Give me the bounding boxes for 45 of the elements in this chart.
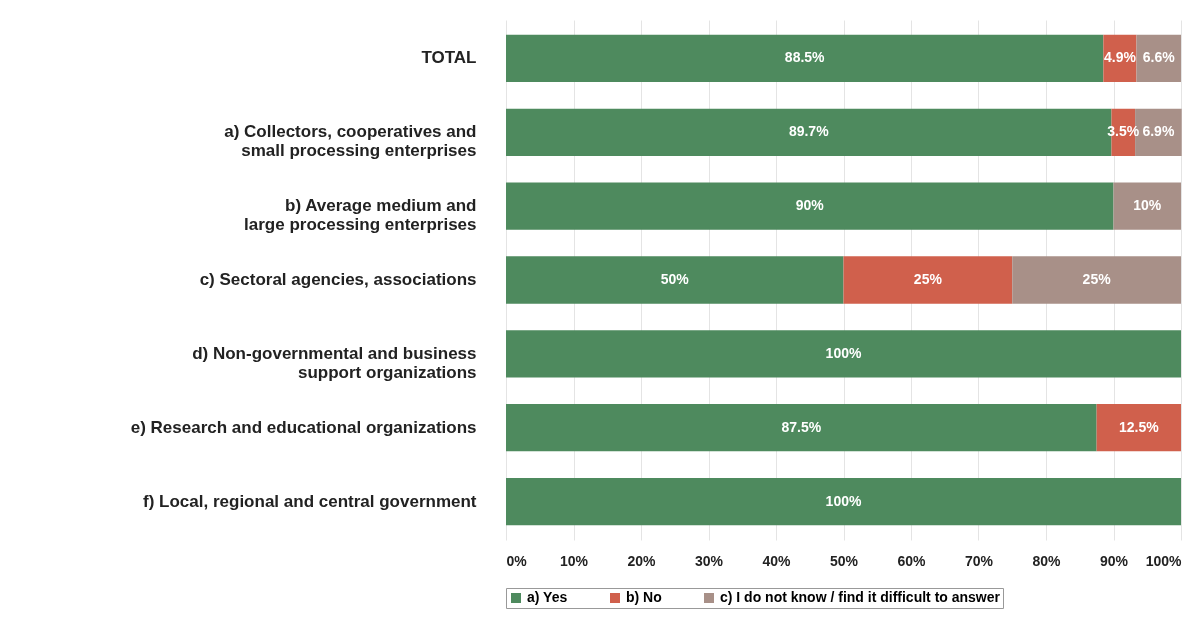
bar	[506, 404, 1097, 452]
y-tick-label: e) Research and educational organizations	[130, 417, 477, 437]
data-label: 4.9%	[1103, 49, 1137, 66]
data-label: 25%	[913, 271, 943, 287]
x-tick-label: 20%	[627, 552, 657, 569]
x-tick-label: 0%	[506, 552, 528, 569]
y-tick-label: a) Collectors, cooperatives and small processing enterprises	[224, 122, 477, 161]
bar	[506, 34, 1104, 83]
x-tick-label: 40%	[762, 552, 792, 569]
x-tick-label: 10%	[559, 552, 589, 569]
x-tick-label: 100%	[1145, 552, 1183, 569]
bar	[1012, 256, 1181, 304]
data-label: 25%	[1082, 271, 1112, 287]
bar	[1113, 182, 1181, 230]
bar	[506, 256, 844, 304]
data-label: 50%	[660, 271, 690, 287]
x-tick-label: 70%	[964, 552, 994, 569]
bar	[506, 477, 1181, 526]
legend-label: a) Yes	[527, 589, 568, 605]
data-label: 88.5%	[784, 49, 826, 66]
y-tick-label: d) Non-governmental and business support organizations	[192, 343, 477, 382]
data-label: 100%	[825, 344, 862, 361]
data-label: 10%	[1133, 197, 1162, 214]
bar	[1096, 404, 1181, 452]
data-label: 6.6%	[1142, 49, 1176, 66]
data-label: 90%	[795, 197, 825, 214]
x-tick-label: 30%	[694, 552, 724, 569]
x-tick-label: 90%	[1099, 552, 1129, 569]
legend-label: c) I do not know / find it difficult to answer	[720, 589, 1001, 605]
data-label: 87.5%	[781, 418, 822, 435]
data-label: 89.7%	[788, 123, 830, 140]
bar	[843, 256, 1013, 304]
data-label: 6.9%	[1142, 123, 1175, 140]
y-tick-label: b) Average medium and large processing enterprises	[244, 196, 477, 235]
y-tick-label: c) Sectoral agencies, associations	[199, 270, 477, 289]
bar	[506, 330, 1181, 378]
data-label: 100%	[825, 492, 862, 509]
y-tick-label: f) Local, regional and central government	[143, 491, 477, 511]
x-tick-label: 50%	[829, 552, 859, 569]
data-label: 12.5%	[1118, 418, 1160, 435]
y-tick-label: TOTAL	[421, 48, 477, 68]
x-tick-label: 80%	[1032, 552, 1062, 569]
x-tick-label: 60%	[897, 552, 927, 569]
bar	[506, 182, 1114, 230]
legend-label: b) No	[626, 589, 662, 605]
